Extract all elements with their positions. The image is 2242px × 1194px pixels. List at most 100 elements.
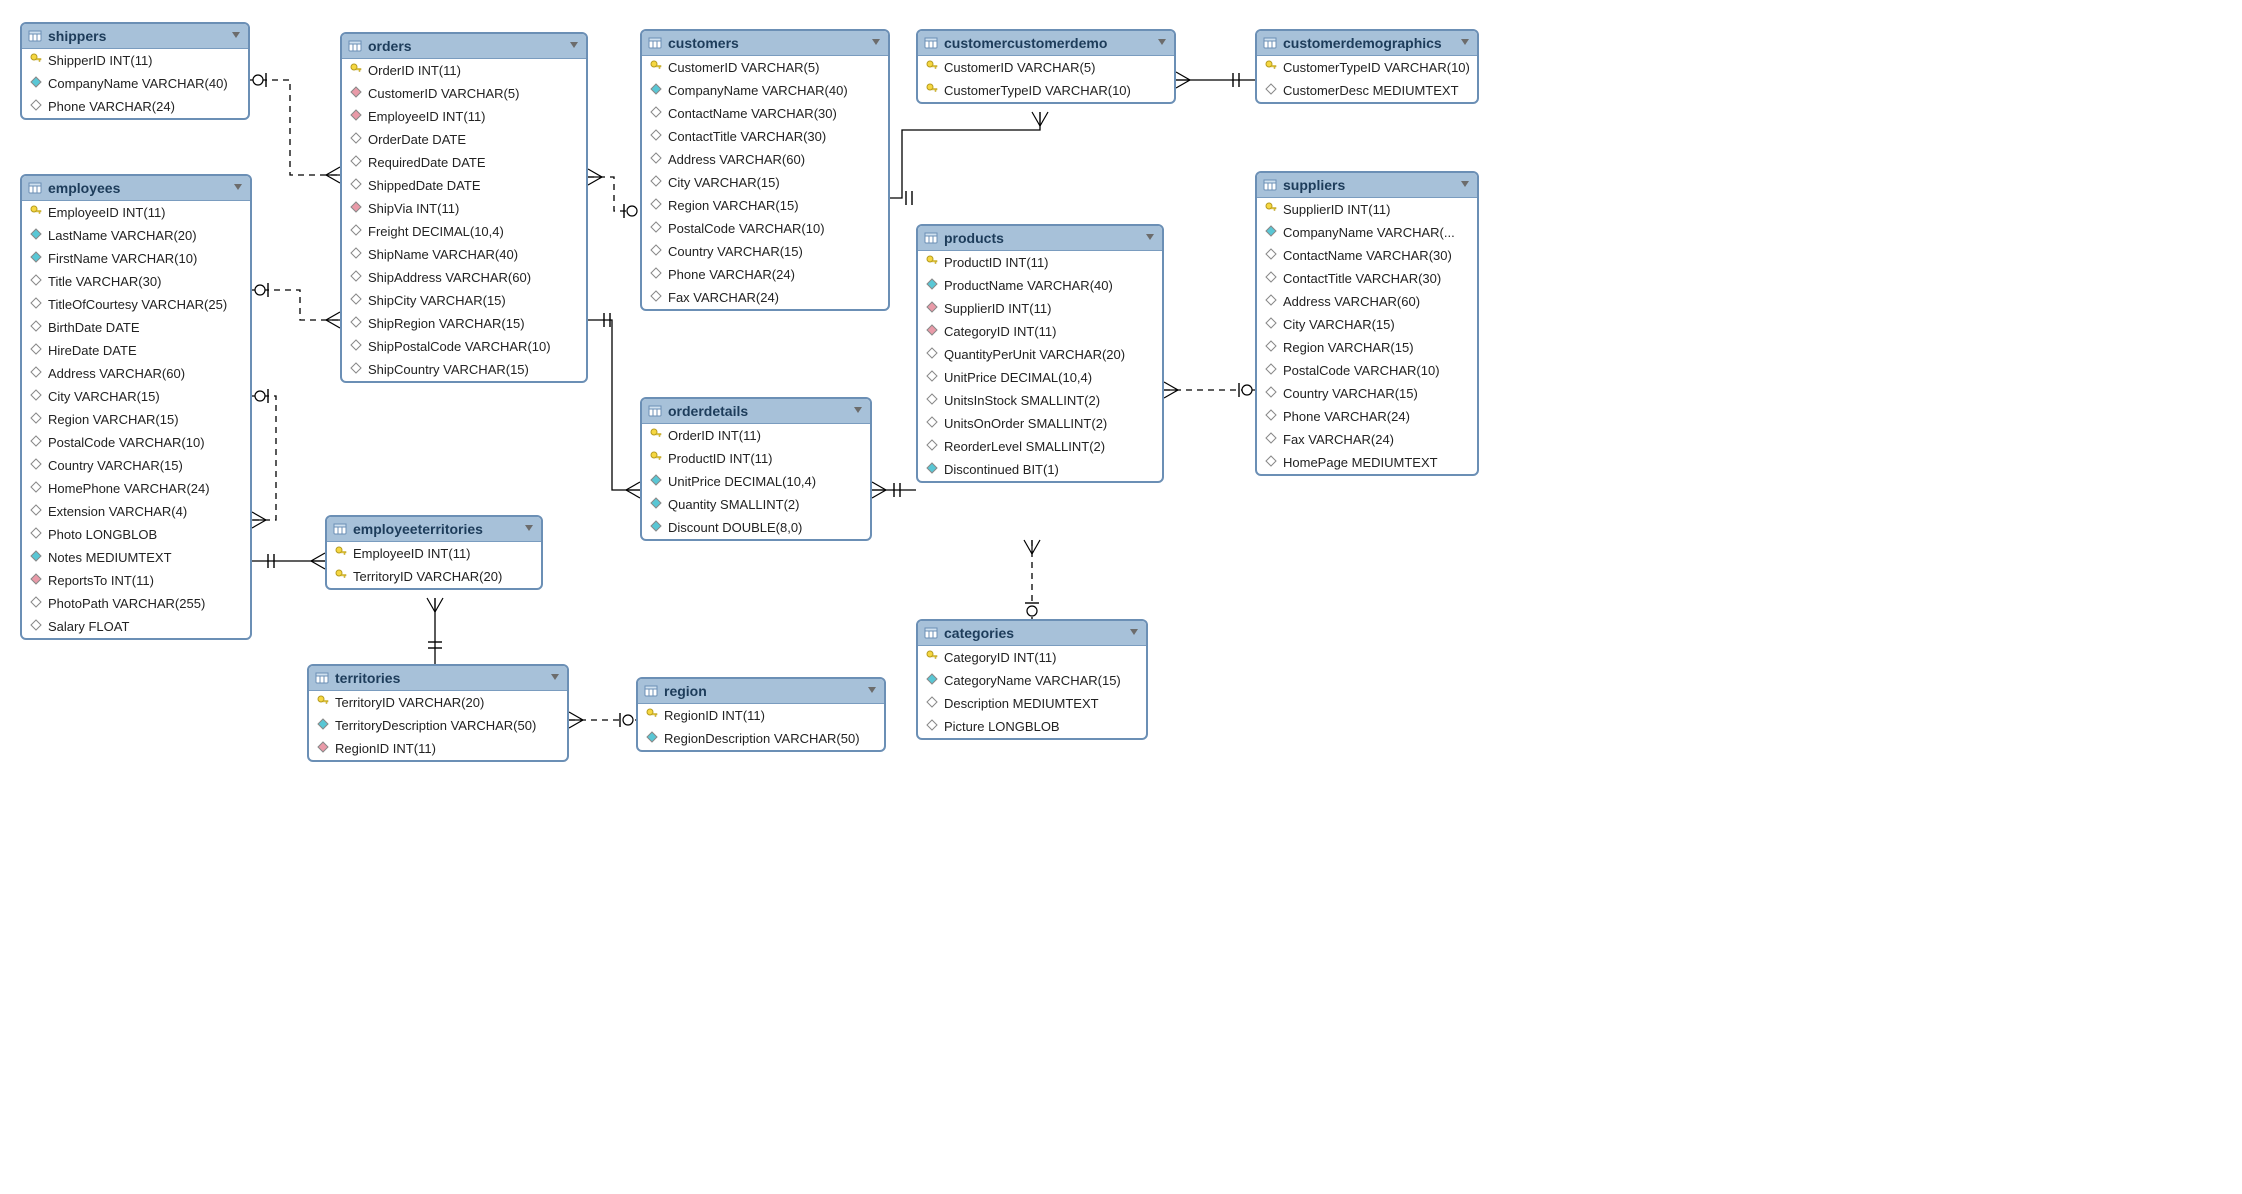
table-region[interactable]: regionRegionID INT(11)RegionDescription … — [636, 677, 886, 752]
table-column[interactable]: ShipCountry VARCHAR(15) — [342, 358, 586, 381]
collapse-arrow-icon[interactable] — [870, 35, 882, 51]
table-column[interactable]: HomePage MEDIUMTEXT — [1257, 451, 1477, 474]
table-column[interactable]: HireDate DATE — [22, 339, 250, 362]
table-column[interactable]: Fax VARCHAR(24) — [1257, 428, 1477, 451]
table-column[interactable]: Country VARCHAR(15) — [1257, 382, 1477, 405]
table-header-products[interactable]: products — [918, 226, 1162, 251]
table-column[interactable]: ContactName VARCHAR(30) — [642, 102, 888, 125]
table-column[interactable]: Photo LONGBLOB — [22, 523, 250, 546]
table-column[interactable]: ShipName VARCHAR(40) — [342, 243, 586, 266]
table-header-categories[interactable]: categories — [918, 621, 1146, 646]
table-column[interactable]: RegionDescription VARCHAR(50) — [638, 727, 884, 750]
table-header-shippers[interactable]: shippers — [22, 24, 248, 49]
collapse-arrow-icon[interactable] — [1459, 35, 1471, 51]
table-column[interactable]: QuantityPerUnit VARCHAR(20) — [918, 343, 1162, 366]
collapse-arrow-icon[interactable] — [1144, 230, 1156, 246]
table-column[interactable]: RegionID INT(11) — [309, 737, 567, 760]
table-header-customerdemographics[interactable]: customerdemographics — [1257, 31, 1477, 56]
table-customers[interactable]: customersCustomerID VARCHAR(5)CompanyNam… — [640, 29, 890, 311]
table-column[interactable]: Title VARCHAR(30) — [22, 270, 250, 293]
table-column[interactable]: Discount DOUBLE(8,0) — [642, 516, 870, 539]
table-column[interactable]: HomePhone VARCHAR(24) — [22, 477, 250, 500]
table-column[interactable]: TerritoryID VARCHAR(20) — [327, 565, 541, 588]
table-shippers[interactable]: shippersShipperID INT(11)CompanyName VAR… — [20, 22, 250, 120]
table-column[interactable]: CustomerID VARCHAR(5) — [342, 82, 586, 105]
table-customercustomerdemo[interactable]: customercustomerdemoCustomerID VARCHAR(5… — [916, 29, 1176, 104]
table-column[interactable]: ShippedDate DATE — [342, 174, 586, 197]
table-header-suppliers[interactable]: suppliers — [1257, 173, 1477, 198]
table-header-customercustomerdemo[interactable]: customercustomerdemo — [918, 31, 1174, 56]
table-column[interactable]: TerritoryID VARCHAR(20) — [309, 691, 567, 714]
table-column[interactable]: PostalCode VARCHAR(10) — [1257, 359, 1477, 382]
table-column[interactable]: EmployeeID INT(11) — [327, 542, 541, 565]
table-orderdetails[interactable]: orderdetailsOrderID INT(11)ProductID INT… — [640, 397, 872, 541]
collapse-arrow-icon[interactable] — [230, 28, 242, 44]
table-column[interactable]: PhotoPath VARCHAR(255) — [22, 592, 250, 615]
table-column[interactable]: City VARCHAR(15) — [642, 171, 888, 194]
table-header-orderdetails[interactable]: orderdetails — [642, 399, 870, 424]
table-column[interactable]: Picture LONGBLOB — [918, 715, 1146, 738]
table-column[interactable]: PostalCode VARCHAR(10) — [642, 217, 888, 240]
table-column[interactable]: CustomerID VARCHAR(5) — [642, 56, 888, 79]
collapse-arrow-icon[interactable] — [866, 683, 878, 699]
table-orders[interactable]: ordersOrderID INT(11)CustomerID VARCHAR(… — [340, 32, 588, 383]
table-column[interactable]: Phone VARCHAR(24) — [642, 263, 888, 286]
table-column[interactable]: OrderID INT(11) — [642, 424, 870, 447]
table-column[interactable]: ShipRegion VARCHAR(15) — [342, 312, 586, 335]
table-column[interactable]: ProductID INT(11) — [642, 447, 870, 470]
table-column[interactable]: RegionID INT(11) — [638, 704, 884, 727]
table-column[interactable]: CategoryID INT(11) — [918, 320, 1162, 343]
table-column[interactable]: Region VARCHAR(15) — [642, 194, 888, 217]
table-header-employeeterritories[interactable]: employeeterritories — [327, 517, 541, 542]
table-column[interactable]: Extension VARCHAR(4) — [22, 500, 250, 523]
table-column[interactable]: Phone VARCHAR(24) — [1257, 405, 1477, 428]
table-column[interactable]: Address VARCHAR(60) — [22, 362, 250, 385]
table-column[interactable]: ShipPostalCode VARCHAR(10) — [342, 335, 586, 358]
table-column[interactable]: CompanyName VARCHAR(40) — [642, 79, 888, 102]
table-products[interactable]: productsProductID INT(11)ProductName VAR… — [916, 224, 1164, 483]
table-column[interactable]: UnitPrice DECIMAL(10,4) — [642, 470, 870, 493]
table-column[interactable]: CustomerID VARCHAR(5) — [918, 56, 1174, 79]
table-column[interactable]: Salary FLOAT — [22, 615, 250, 638]
table-employeeterritories[interactable]: employeeterritoriesEmployeeID INT(11)Ter… — [325, 515, 543, 590]
table-column[interactable]: CompanyName VARCHAR(... — [1257, 221, 1477, 244]
table-column[interactable]: Notes MEDIUMTEXT — [22, 546, 250, 569]
table-header-orders[interactable]: orders — [342, 34, 586, 59]
table-column[interactable]: Country VARCHAR(15) — [642, 240, 888, 263]
table-column[interactable]: Fax VARCHAR(24) — [642, 286, 888, 309]
table-column[interactable]: ContactTitle VARCHAR(30) — [1257, 267, 1477, 290]
table-column[interactable]: SupplierID INT(11) — [918, 297, 1162, 320]
table-column[interactable]: UnitsInStock SMALLINT(2) — [918, 389, 1162, 412]
table-header-employees[interactable]: employees — [22, 176, 250, 201]
table-column[interactable]: Region VARCHAR(15) — [1257, 336, 1477, 359]
collapse-arrow-icon[interactable] — [232, 180, 244, 196]
table-column[interactable]: ShipVia INT(11) — [342, 197, 586, 220]
table-column[interactable]: ContactTitle VARCHAR(30) — [642, 125, 888, 148]
table-column[interactable]: TitleOfCourtesy VARCHAR(25) — [22, 293, 250, 316]
table-employees[interactable]: employeesEmployeeID INT(11)LastName VARC… — [20, 174, 252, 640]
table-column[interactable]: CompanyName VARCHAR(40) — [22, 72, 248, 95]
table-header-region[interactable]: region — [638, 679, 884, 704]
table-column[interactable]: PostalCode VARCHAR(10) — [22, 431, 250, 454]
table-column[interactable]: SupplierID INT(11) — [1257, 198, 1477, 221]
table-column[interactable]: UnitPrice DECIMAL(10,4) — [918, 366, 1162, 389]
table-header-customers[interactable]: customers — [642, 31, 888, 56]
table-column[interactable]: EmployeeID INT(11) — [22, 201, 250, 224]
table-column[interactable]: Discontinued BIT(1) — [918, 458, 1162, 481]
table-column[interactable]: Description MEDIUMTEXT — [918, 692, 1146, 715]
table-column[interactable]: ProductID INT(11) — [918, 251, 1162, 274]
table-column[interactable]: OrderID INT(11) — [342, 59, 586, 82]
table-column[interactable]: CategoryName VARCHAR(15) — [918, 669, 1146, 692]
collapse-arrow-icon[interactable] — [852, 403, 864, 419]
table-column[interactable]: CategoryID INT(11) — [918, 646, 1146, 669]
collapse-arrow-icon[interactable] — [568, 38, 580, 54]
table-column[interactable]: ReorderLevel SMALLINT(2) — [918, 435, 1162, 458]
table-column[interactable]: ShipAddress VARCHAR(60) — [342, 266, 586, 289]
collapse-arrow-icon[interactable] — [1156, 35, 1168, 51]
table-column[interactable]: Address VARCHAR(60) — [1257, 290, 1477, 313]
table-column[interactable]: Country VARCHAR(15) — [22, 454, 250, 477]
table-suppliers[interactable]: suppliersSupplierID INT(11)CompanyName V… — [1255, 171, 1479, 476]
table-column[interactable]: City VARCHAR(15) — [22, 385, 250, 408]
table-column[interactable]: Phone VARCHAR(24) — [22, 95, 248, 118]
table-column[interactable]: ReportsTo INT(11) — [22, 569, 250, 592]
